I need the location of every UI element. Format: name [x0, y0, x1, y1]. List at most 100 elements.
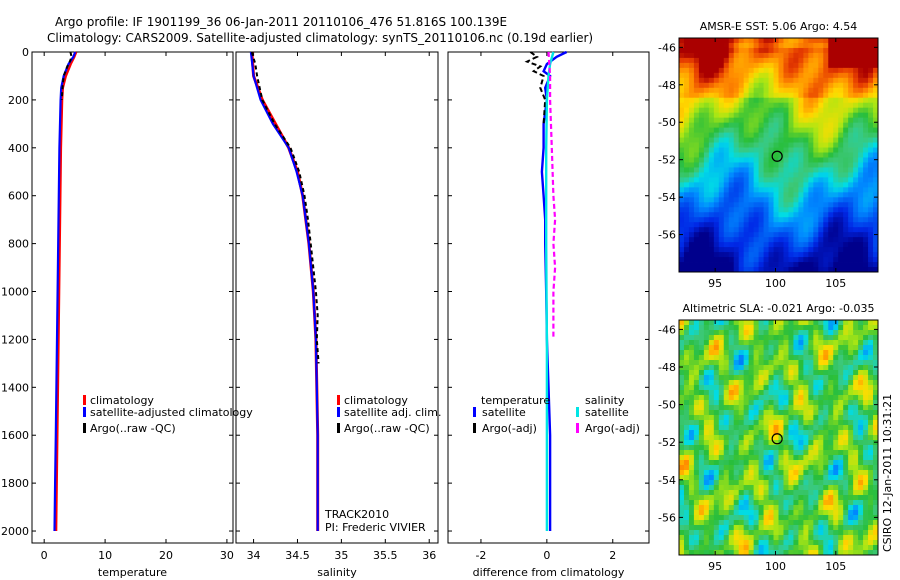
sst_map-cell	[703, 72, 710, 79]
sst_map-cell	[753, 182, 760, 188]
sst_map-cell	[679, 147, 685, 153]
sst_map-cell	[813, 82, 819, 89]
sst_map-cell	[708, 102, 715, 109]
sla_map-cell	[843, 350, 849, 356]
sst_map-cell	[733, 227, 740, 233]
sst_map-cell	[693, 92, 700, 99]
sst_map-cell	[863, 202, 869, 208]
sla_map-cell	[778, 490, 784, 496]
sst_map-cell	[713, 217, 720, 223]
sst_map-cell	[858, 187, 864, 193]
sst_map-cell	[728, 147, 735, 153]
sla_map-cell	[679, 450, 685, 456]
sla_map-cell	[863, 485, 869, 491]
sst_map-cell	[803, 187, 809, 193]
sla_map-cell	[748, 455, 755, 461]
sst_map-cell	[828, 262, 834, 268]
sst_map-cell	[868, 132, 874, 138]
sst_map-cell	[708, 192, 715, 198]
sla_map-cell	[693, 525, 700, 531]
sst_map-cell	[843, 47, 849, 54]
sst_map-cell	[808, 97, 814, 104]
sst_map-cell	[848, 162, 854, 168]
sla_map-cell	[679, 325, 685, 331]
sla_map-cell	[698, 515, 705, 521]
sst_map-cell	[679, 212, 685, 218]
sla_map-cell	[683, 355, 690, 361]
sst_map-cell	[758, 107, 764, 114]
sst_map-cell	[828, 52, 834, 59]
sst_map-cell	[868, 247, 874, 253]
sla_map-cell	[868, 480, 874, 486]
sla_map-cell	[698, 360, 705, 366]
sst_map-cell	[823, 182, 829, 188]
sst_map-cell	[743, 177, 750, 183]
sst_map-cell	[793, 162, 799, 168]
sla_map-cell	[778, 335, 784, 341]
header-line-1: Argo profile: IF 1901199_36 06-Jan-2011 …	[55, 15, 507, 29]
sst_map-cell	[773, 207, 779, 213]
sla_map-cell	[818, 440, 824, 446]
sst_map-cell	[768, 162, 774, 168]
sla_map-cell	[743, 345, 750, 351]
sla_map-cell	[828, 420, 834, 426]
sla_map-cell	[753, 330, 760, 336]
sst_map-cell	[808, 162, 814, 168]
sla_map-cell	[733, 545, 740, 551]
sst_map-cell	[703, 87, 710, 94]
sla_map-cell	[683, 340, 690, 346]
sst_map-cell	[688, 207, 695, 213]
sla_map-cell	[813, 540, 819, 546]
sla_map-cell	[723, 420, 730, 426]
sla_map-cell	[718, 465, 725, 471]
sst_map-cell	[853, 192, 859, 198]
sla_map-cell	[763, 465, 769, 471]
sst_map-cell	[698, 132, 705, 138]
sst_map-cell	[708, 247, 715, 253]
sst_map-cell	[838, 197, 844, 203]
sst_map-cell	[858, 112, 864, 119]
sla_map-cell	[733, 325, 740, 331]
sla_map-cell	[698, 325, 705, 331]
sla_map-cell	[833, 525, 839, 531]
sla_map-cell	[853, 540, 859, 546]
sla_map-cell	[853, 395, 859, 401]
sla_map-cell	[723, 545, 730, 551]
sst_map-cell	[698, 142, 705, 148]
sst_map-cell	[768, 197, 774, 203]
sla_map-cell	[693, 410, 700, 416]
sla_map-cell	[758, 340, 764, 346]
sla_map-cell	[803, 330, 809, 336]
sla_map-cell	[868, 320, 874, 326]
sla_map-cell	[748, 405, 755, 411]
sla_map-cell	[848, 500, 854, 506]
sla_map-cell	[693, 485, 700, 491]
sst_map-cell	[798, 207, 804, 213]
sst_map-cell	[803, 257, 809, 263]
sst_map-cell	[828, 212, 834, 218]
sst_map-cell	[713, 107, 720, 114]
sla_map-cell	[773, 540, 779, 546]
sla_map-cell	[743, 405, 750, 411]
sst_map-cell	[813, 122, 819, 129]
sla_map-cell	[753, 390, 760, 396]
sst_map-cell	[768, 182, 774, 188]
sst_map-cell	[733, 257, 740, 263]
sla_map-cell	[868, 520, 874, 526]
sst_map-cell	[753, 52, 760, 59]
sst_map-cell	[783, 92, 789, 99]
sst_map-cell	[679, 192, 685, 198]
sla_map-cell	[818, 340, 824, 346]
sla_map-cell	[818, 510, 824, 516]
sst_map-cell	[703, 127, 710, 133]
sst_map-cell	[683, 122, 690, 129]
sst_map-cell	[773, 157, 779, 163]
sst_map-cell	[679, 107, 685, 114]
sla_map-cell	[733, 320, 740, 326]
sst_map-cell	[813, 267, 819, 273]
sla_map-cell	[743, 525, 750, 531]
sla_map-cell	[733, 365, 740, 371]
sst_map-cell	[728, 127, 735, 133]
sst_map-cell	[808, 42, 814, 49]
sla_map-cell	[698, 340, 705, 346]
